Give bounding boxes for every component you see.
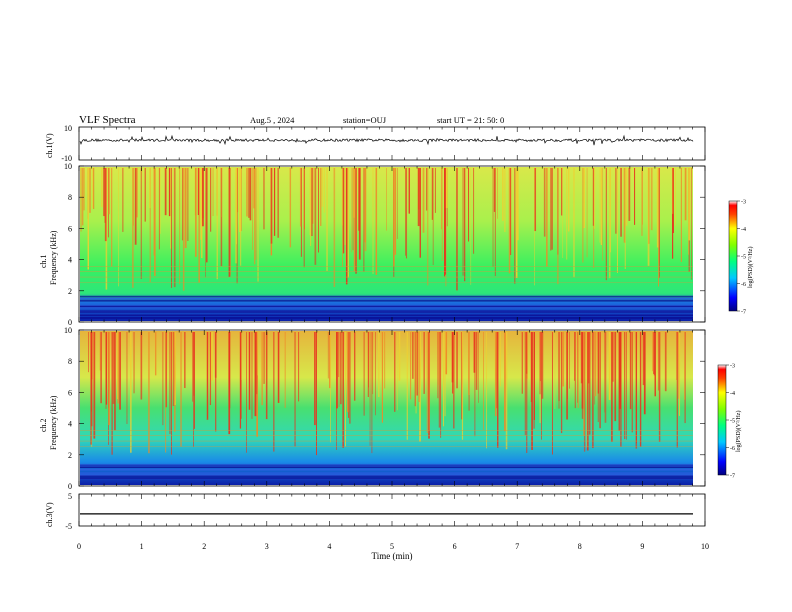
ch1-waveform-panel: 10 -10 ch.1(V) (45, 124, 706, 163)
colorbar-tick-label: -6 (741, 282, 746, 288)
ch2-spectrogram-image (80, 331, 693, 485)
ch2-spec-ylabel-freq: Frequency (kHz) (49, 395, 58, 450)
colorbar-tick-label: -3 (741, 200, 746, 206)
x-tick-label: 0 (77, 542, 81, 551)
colorbar-tick-label: -5 (730, 419, 735, 425)
ch2-spec-ytick-label: 8 (68, 357, 72, 366)
colorbar-tick-label: -4 (730, 391, 735, 397)
ch1-spec-ytick-label: 0 (68, 318, 72, 327)
ch2-spec-ytick-label: 6 (68, 388, 72, 397)
ch1-spec-ylabel-ch: ch.1 (39, 254, 48, 268)
colorbar-tick-label: -7 (730, 474, 735, 480)
date-label: Aug.5 , 2024 (250, 115, 295, 125)
colorbar-tick-label: -4 (741, 227, 746, 233)
ch1-spec-ytick-label: 8 (68, 193, 72, 202)
ch1-ytick-bottom: -10 (61, 154, 72, 163)
ch1-ytick-top: 10 (64, 124, 72, 133)
ch1-waveform-line (79, 134, 694, 146)
colorbar-tick-label: -3 (730, 364, 735, 370)
x-axis-label: Time (min) (372, 551, 413, 561)
x-tick-label: 7 (515, 542, 519, 551)
ch2-spec-ytick-label: 10 (64, 326, 72, 335)
x-tick-label: 6 (453, 542, 457, 551)
ch1-ylabel: ch.1(V) (45, 133, 54, 158)
ch3-waveform-panel: 5 -5 ch.3(V) (45, 492, 706, 531)
ch1-spec-ytick-label: 10 (64, 162, 72, 171)
colorbar-tick-label: -6 (730, 446, 735, 452)
ch2-colorbar-label: log(PSD)(V²/Hz) (735, 411, 742, 452)
ch1-colorbar (728, 200, 738, 312)
ch2-spec-ytick-label: 4 (68, 420, 72, 429)
ch1-spec-ytick-label: 2 (68, 287, 72, 296)
ch1-colorbar-label: log(PSD)(V²/Hz) (747, 247, 754, 288)
ch2-spec-ylabel-ch: ch.2 (39, 418, 48, 432)
x-tick-label: 9 (640, 542, 644, 551)
ch1-spec-ytick-label: 4 (68, 256, 72, 265)
start-time-label: start UT = 21: 50: 0 (437, 115, 504, 125)
station-label: station=OUJ (343, 115, 387, 125)
ch3-ytick-top: 5 (68, 492, 72, 501)
ch3-ylabel: ch.3(V) (45, 502, 54, 527)
ch2-spec-ytick-label: 2 (68, 451, 72, 460)
x-tick-label: 4 (327, 542, 331, 551)
ch1-spec-ylabel-freq: Frequency (kHz) (49, 230, 58, 285)
x-tick-label: 8 (578, 542, 582, 551)
x-tick-label: 10 (701, 542, 709, 551)
figure-title: VLF Spectra (79, 114, 136, 126)
colorbar-tick-label: -5 (741, 255, 746, 261)
x-tick-label: 2 (202, 542, 206, 551)
x-tick-label: 5 (390, 542, 394, 551)
x-tick-label: 1 (140, 542, 144, 551)
colorbar-tick-label: -7 (741, 310, 746, 316)
ch2-spec-ytick-label: 0 (68, 482, 72, 491)
ch1-spec-ytick-label: 6 (68, 224, 72, 233)
ch3-ytick-bottom: -5 (65, 522, 72, 531)
ch2-colorbar (717, 364, 727, 476)
x-tick-label: 3 (265, 542, 269, 551)
